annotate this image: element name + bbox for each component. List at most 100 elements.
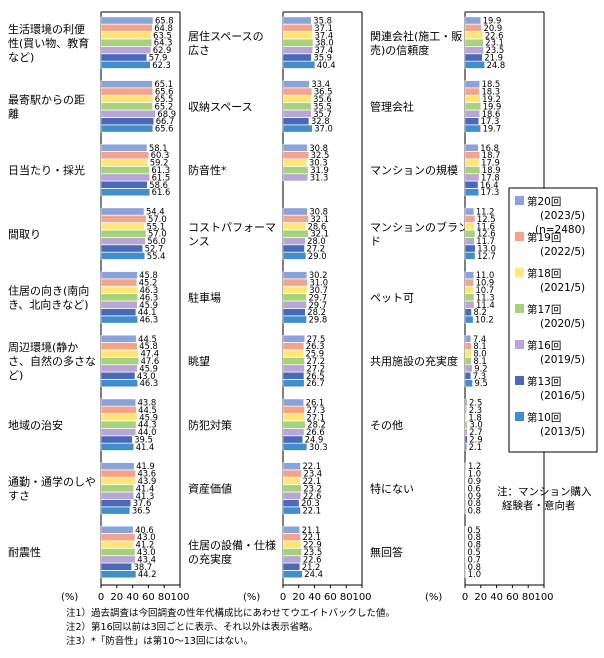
bar: [100, 188, 150, 196]
bar: [464, 166, 481, 174]
bar: [282, 46, 313, 54]
x-tick-label: 0: [462, 592, 468, 603]
bar: [100, 308, 137, 316]
bar: [100, 462, 135, 470]
value-label: 43.8: [138, 398, 157, 408]
category-label: 生活環境の利便: [8, 22, 85, 36]
value-label: 46.3: [140, 292, 159, 302]
bar: [282, 166, 309, 174]
value-label: 27.2: [306, 356, 325, 366]
bar: [282, 372, 305, 380]
bar: [282, 278, 308, 287]
bar: [100, 469, 136, 478]
value-label: 24.4: [304, 569, 323, 579]
x-tick-label: 60: [142, 592, 155, 603]
category-label: 周辺環境(静か: [8, 340, 78, 354]
value-label: 20.3: [301, 498, 320, 508]
value-label: 41.2: [136, 540, 155, 550]
value-label: 11.4: [476, 300, 495, 310]
bar: [282, 342, 304, 350]
bar: [100, 207, 145, 216]
bar: [464, 421, 468, 429]
value-label: 65.5: [155, 94, 174, 104]
category-label: 特にない: [370, 482, 414, 496]
value-label: 64.3: [154, 38, 173, 48]
category-label: ど): [8, 369, 23, 382]
bar: [100, 364, 138, 373]
value-label: 66.7: [156, 116, 175, 126]
category-label: ド: [370, 235, 381, 248]
value-label: 40.6: [135, 525, 154, 535]
bar: [100, 95, 153, 103]
value-label: 21.1: [302, 525, 321, 535]
legend-swatch: [515, 340, 524, 349]
bar: [100, 533, 136, 541]
bar: [464, 188, 479, 196]
value-label: 37.6: [133, 498, 152, 508]
value-label: 1.0: [468, 469, 481, 479]
value-label: 29.7: [308, 300, 327, 310]
value-label: 30.2: [309, 270, 328, 280]
value-label: 43.6: [137, 469, 156, 479]
value-label: 29.7: [308, 292, 327, 302]
bar: [464, 301, 475, 309]
bar: [464, 95, 481, 103]
bar: [464, 80, 480, 88]
legend-swatch: [515, 304, 524, 313]
bar: [100, 61, 151, 69]
bar: [100, 102, 153, 111]
value-label: 18.7: [482, 150, 501, 160]
category-label: マンションの規模: [370, 163, 458, 177]
bar: [282, 357, 305, 365]
value-label: 58.1: [149, 143, 168, 153]
value-label: 12.7: [477, 251, 496, 261]
value-label: 22.6: [485, 30, 504, 40]
bar: [282, 349, 304, 358]
value-label: 11.3: [476, 292, 495, 302]
x-tick-label: 100: [352, 592, 371, 603]
value-label: 0.8: [468, 498, 481, 508]
value-label: 35.8: [313, 16, 332, 26]
bar: [100, 342, 138, 350]
value-label: 13.0: [477, 244, 496, 254]
category-label: 無回答: [370, 545, 403, 559]
value-label: 61.6: [152, 187, 171, 197]
x-tick-label: 20: [110, 592, 123, 603]
value-label: 28.0: [307, 236, 326, 246]
category-label: 広さ: [188, 44, 210, 57]
bar: [100, 398, 136, 407]
bar: [282, 237, 306, 245]
value-label: 32.1: [310, 229, 329, 239]
legend-series-period: (2020/5): [540, 318, 585, 330]
unit-label: (%): [243, 592, 260, 603]
value-label: 30.8: [309, 207, 328, 217]
bar: [100, 335, 137, 343]
bar: [282, 53, 312, 62]
x-tick-label: 20: [474, 592, 487, 603]
value-label: 18.6: [482, 109, 501, 119]
bar: [282, 244, 305, 253]
footnote-1: 注1）過去調査は今回調査の性年代構成比にあわせてウエイトバックした値。: [66, 608, 396, 619]
value-label: 43.0: [137, 371, 156, 381]
bar: [100, 278, 137, 287]
category-label: 共用施設の充実度: [370, 354, 458, 368]
bar: [100, 484, 134, 493]
value-label: 8.0: [473, 349, 486, 359]
value-label: 30.3: [309, 442, 328, 452]
bar: [282, 215, 309, 223]
value-label: 32.8: [311, 116, 330, 126]
value-label: 25.9: [305, 349, 324, 359]
value-label: 35.7: [313, 109, 332, 119]
bar: [464, 117, 479, 125]
bar: [282, 533, 301, 541]
bar: [464, 364, 473, 373]
value-label: 28.2: [307, 420, 326, 430]
legend-series-period: (2019/5): [540, 354, 585, 366]
x-tick-label: 0: [98, 592, 104, 603]
category-label: 眺望: [188, 355, 210, 368]
bar: [100, 435, 133, 444]
bar: [282, 293, 307, 302]
bar: [282, 308, 306, 316]
value-label: 62.9: [153, 45, 172, 55]
value-label: 23.2: [303, 483, 322, 493]
